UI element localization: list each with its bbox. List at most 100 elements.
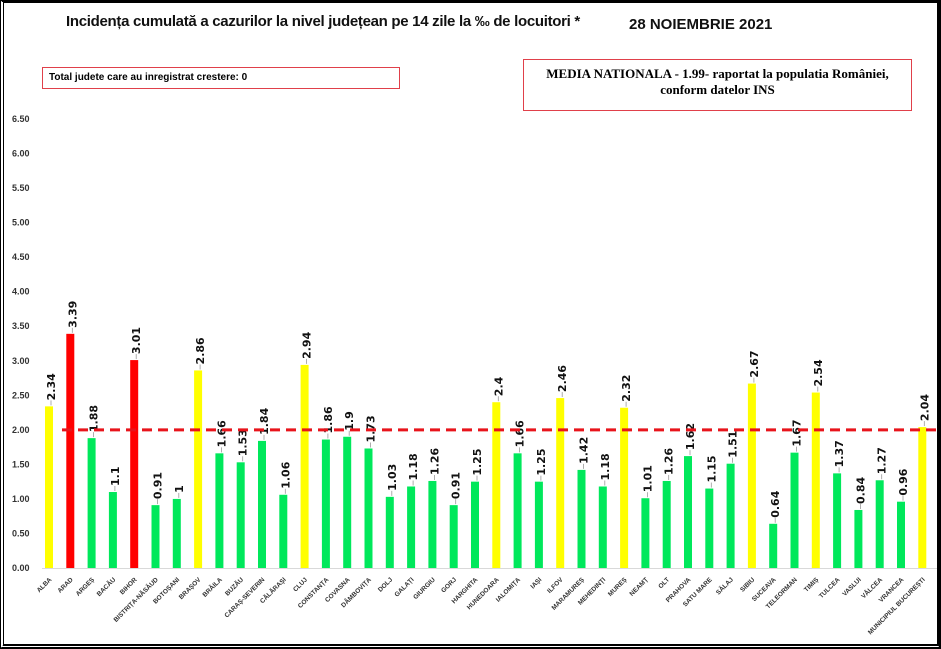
x-tick-label: CLUJ (292, 576, 309, 593)
bar-dolj (385, 496, 394, 568)
data-label: 1.84 (258, 407, 271, 434)
bar-vaslui (854, 509, 863, 568)
y-tick-label: 6.00 (12, 149, 30, 159)
x-tick-label: BRAȘOV (178, 576, 203, 601)
x-tick-label: GIURGIU (412, 576, 437, 601)
data-label: 1.18 (407, 453, 420, 480)
bar-caraș-severin (258, 440, 266, 568)
y-tick-label: 5.50 (12, 183, 30, 193)
data-label: 1.42 (578, 437, 591, 464)
bar-vrancea (897, 501, 905, 568)
data-label: 1.25 (471, 449, 484, 476)
data-label: 3.39 (66, 301, 79, 328)
y-tick-label: 0.00 (12, 563, 30, 573)
bar-covasna (343, 436, 352, 568)
data-label: 1.9 (343, 411, 356, 431)
bar-constanța (321, 439, 330, 568)
data-label: 1.66 (514, 420, 527, 447)
x-tick-label: ARGEȘ (75, 576, 97, 598)
x-tick-label: TIMIȘ (803, 576, 821, 594)
x-tick-label: ALBA (36, 576, 54, 594)
bar-sălaj (726, 463, 735, 568)
bar-suceava (769, 523, 778, 568)
data-label: 2.4 (492, 376, 505, 396)
bar-teleorman (790, 452, 799, 568)
data-label: 1 (173, 485, 186, 493)
bar-dâmbovița (364, 448, 373, 568)
y-tick-label: 3.50 (12, 321, 30, 331)
x-tick-label: BACĂU (94, 575, 117, 598)
x-tick-label: OLT (657, 576, 671, 590)
y-tick-label: 4.50 (12, 252, 30, 262)
data-label: 1.15 (705, 455, 718, 482)
y-tick-label: 6.50 (12, 114, 30, 124)
data-label: 2.04 (918, 394, 931, 421)
x-tick-label: SĂLAJ (714, 575, 736, 597)
bar-sibiu (747, 383, 756, 568)
x-tick-label: TULCEA (818, 576, 842, 600)
bar-ilfov (556, 398, 565, 568)
bar-giurgiu (428, 480, 437, 568)
y-tick-label: 4.00 (12, 287, 30, 297)
data-label: 1.88 (88, 405, 101, 432)
x-tick-label: ILFOV (546, 576, 565, 595)
data-label: 1.66 (215, 420, 228, 447)
bar-bistrița-năsăud (151, 505, 160, 568)
bar-galați (407, 486, 416, 568)
x-tick-label: SIBIU (739, 576, 756, 593)
data-label: 2.67 (748, 350, 761, 377)
national-average-line1: MEDIA NATIONALA - 1.99- raportat la popu… (546, 66, 889, 81)
data-label: 1.03 (386, 464, 399, 491)
bar-iași (534, 481, 543, 568)
chart-date: 28 NOIEMBRIE 2021 (629, 16, 773, 33)
bar-brăila (215, 453, 224, 568)
x-tick-label: BIHOR (119, 576, 139, 596)
bar-mureș (620, 407, 629, 568)
x-tick-label: NEAMȚ (629, 576, 650, 597)
data-label: 3.01 (130, 327, 143, 354)
x-tick-label: BRĂILA (200, 575, 224, 599)
data-label: 2.34 (45, 373, 58, 400)
bar-călărași (279, 494, 288, 568)
bar-alba (45, 406, 53, 568)
data-label: 0.96 (897, 468, 910, 495)
data-label: 1.01 (641, 465, 654, 492)
bar-ialomița (513, 453, 522, 568)
increase-count-note: Total judete care au inregistrat crester… (42, 67, 400, 89)
bar-bacău (108, 492, 117, 568)
bar-neamț (641, 498, 650, 568)
bar-argeș (87, 438, 96, 568)
data-label: 1.67 (791, 420, 804, 447)
data-label: 2.86 (194, 337, 207, 364)
y-tick-label: 3.00 (12, 356, 30, 366)
data-label: 1.51 (727, 431, 740, 458)
chart-title: Incidența cumulată a cazurilor la nivel … (66, 13, 580, 30)
data-label: 2.54 (812, 359, 825, 386)
data-label: 1.25 (535, 449, 548, 476)
data-label: 1.26 (428, 447, 441, 474)
data-label: 1.18 (599, 453, 612, 480)
national-average-line2: conform datelor INS (660, 82, 775, 97)
national-average-note: MEDIA NATIONALA - 1.99- raportat la popu… (523, 59, 912, 111)
data-label: 1.53 (237, 429, 250, 456)
bar-bihor (130, 360, 139, 568)
bar-prahova (684, 456, 692, 568)
bar-arad (66, 333, 75, 568)
x-tick-label: BUZĂU (223, 575, 246, 598)
bar-tulcea (833, 473, 842, 568)
x-tick-label: GORJ (440, 576, 458, 594)
x-tick-label: MUREȘ (607, 576, 629, 598)
bar-brașov (194, 370, 203, 568)
bar-gorj (449, 505, 458, 568)
data-label: 2.32 (620, 375, 633, 402)
bar-vâlcea (875, 480, 884, 568)
data-label: 0.64 (769, 490, 782, 517)
data-label: 1.62 (684, 423, 697, 450)
bar-municipiul bucurești (918, 427, 927, 568)
data-label: 0.91 (450, 472, 463, 499)
data-label: 0.84 (854, 476, 867, 503)
data-label: 1.27 (876, 447, 889, 474)
data-label: 1.37 (833, 440, 846, 467)
y-tick-label: 0.50 (12, 528, 30, 538)
